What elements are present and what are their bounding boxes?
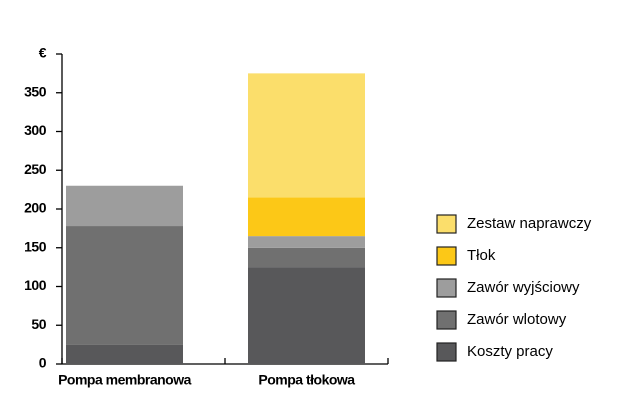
legend-label: Zestaw naprawczy: [467, 215, 592, 232]
y-tick-label: 200: [24, 200, 47, 216]
y-tick-label: 100: [24, 277, 47, 293]
bar-segment: [248, 197, 365, 237]
bar-segment: [248, 73, 365, 198]
legend-swatch: [436, 278, 457, 298]
y-tick-label: 250: [24, 161, 47, 177]
bar-segment: [66, 226, 183, 345]
legend-label: Zawór wyjściowy: [467, 279, 580, 296]
legend-label: Koszty pracy: [467, 343, 553, 360]
y-tick-label: €: [39, 45, 47, 61]
y-tick-label: 350: [24, 83, 47, 99]
x-tick-label: Pompa membranowa: [58, 372, 192, 388]
legend-swatch: [436, 310, 457, 330]
legend-swatch: [436, 214, 457, 234]
x-tick-label: Pompa tłokowa: [258, 372, 355, 388]
y-tick-label: 300: [24, 122, 47, 138]
legend-label: Zawór wlotowy: [467, 311, 567, 328]
y-tick-label: 150: [24, 238, 47, 254]
y-tick-label: 50: [31, 316, 46, 332]
bar-segment: [248, 267, 365, 364]
bar-segment: [66, 185, 183, 227]
legend: Koszty pracy Zawór wlotowy Zawór wyjściowy…: [436, 214, 592, 362]
legend-label: Tłok: [467, 247, 496, 264]
y-tick-label: 0: [39, 355, 47, 371]
legend-swatch: [436, 246, 457, 266]
bar-segment: [66, 344, 183, 364]
bar-segment: [248, 247, 365, 268]
bar-segment: [248, 236, 365, 248]
legend-swatch: [436, 342, 457, 362]
